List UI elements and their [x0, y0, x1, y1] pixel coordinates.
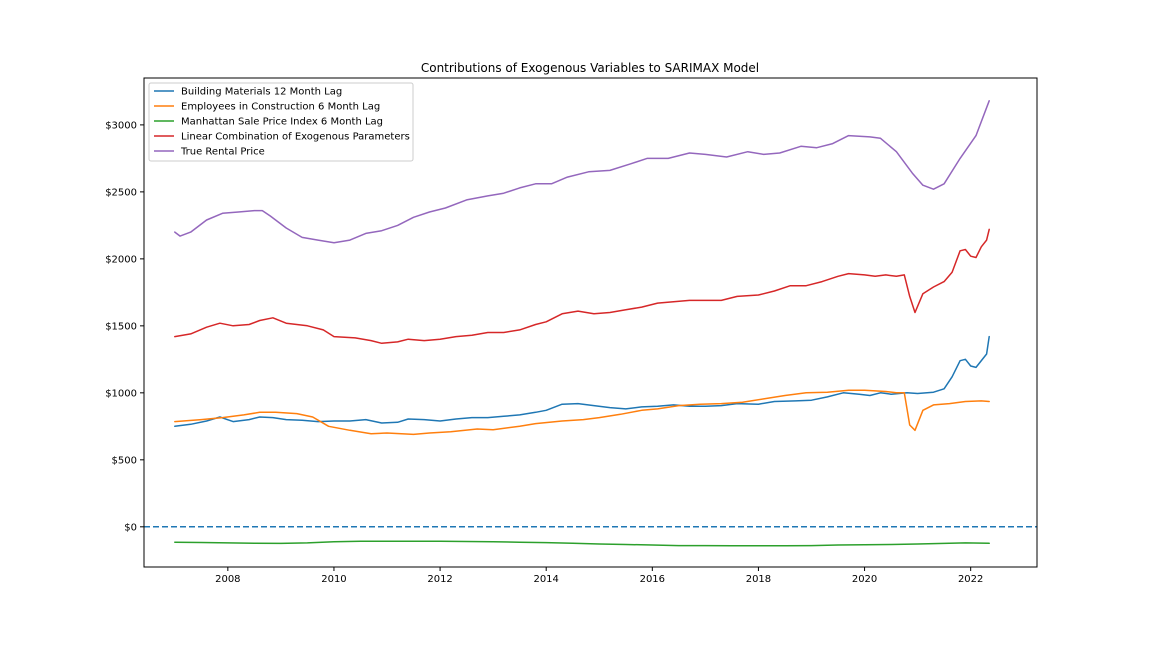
- y-tick-label: $1500: [105, 321, 137, 332]
- x-axis: 2008 2010 2012 2014 2016 2018 2020 2022: [215, 567, 983, 585]
- series-line-3: [174, 228, 990, 345]
- series-line-2: [174, 540, 990, 547]
- y-tick-label: $500: [112, 455, 137, 466]
- y-tick-label: $0: [124, 522, 137, 533]
- legend-label: True Rental Price: [180, 147, 265, 158]
- y-tick-label: $3000: [105, 120, 137, 131]
- x-tick-label: 2020: [852, 574, 877, 585]
- y-tick-label: $2500: [105, 187, 137, 198]
- x-tick-label: 2010: [321, 574, 346, 585]
- y-tick-label: $1000: [105, 388, 137, 399]
- x-tick-label: 2018: [746, 574, 771, 585]
- legend-label: Linear Combination of Exogenous Paramete…: [181, 132, 410, 143]
- y-tick-label: $2000: [105, 254, 137, 265]
- x-tick-label: 2008: [215, 574, 240, 585]
- series-line-4: [174, 100, 990, 244]
- chart-title: Contributions of Exogenous Variables to …: [421, 61, 759, 75]
- legend-label: Employees in Construction 6 Month Lag: [181, 102, 380, 113]
- series-line-1: [174, 389, 990, 436]
- x-tick-label: 2012: [427, 574, 452, 585]
- legend: Building Materials 12 Month Lag Employees…: [148, 82, 414, 162]
- y-axis: $0 $500 $1000 $1500 $2000 $2500 $3000: [105, 120, 144, 533]
- x-tick-label: 2016: [640, 574, 665, 585]
- legend-label: Building Materials 12 Month Lag: [181, 87, 342, 98]
- series-line-0: [174, 335, 990, 428]
- series-lines: [174, 100, 990, 547]
- legend-label: Manhattan Sale Price Index 6 Month Lag: [181, 117, 383, 128]
- legend-box: [148, 82, 414, 162]
- x-tick-label: 2022: [958, 574, 983, 585]
- plot-frame: [143, 77, 1038, 568]
- x-tick-label: 2014: [533, 574, 558, 585]
